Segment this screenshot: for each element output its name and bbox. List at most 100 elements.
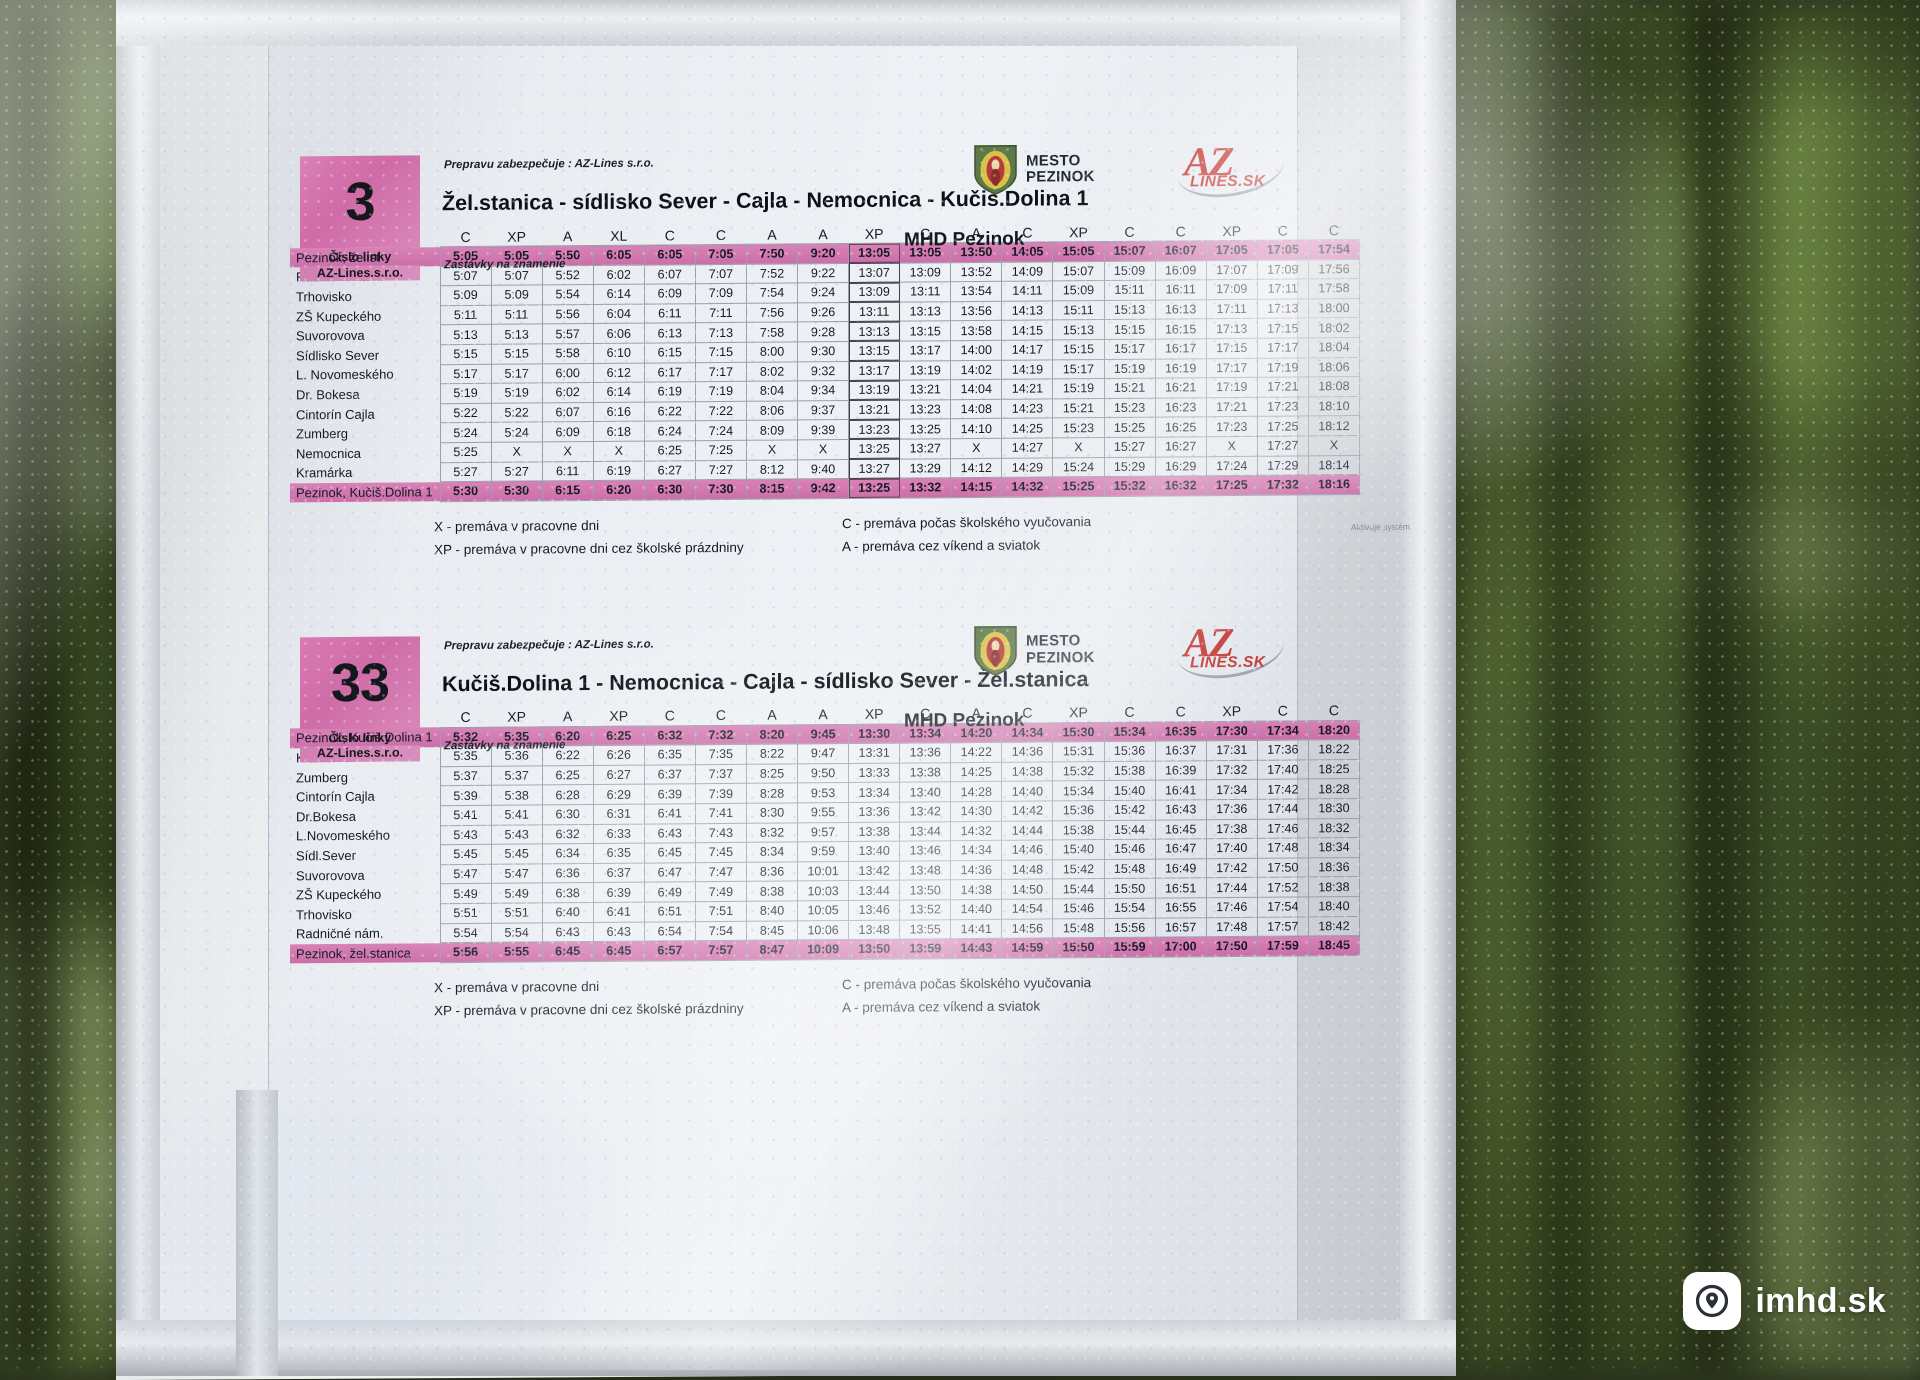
- departure-time: 17:29: [1257, 455, 1309, 476]
- departure-time: 13:25: [848, 478, 900, 499]
- departure-time: 13:31: [848, 743, 900, 764]
- stop-name: Trhovisko: [296, 288, 352, 305]
- departure-time: 14:27: [1001, 437, 1053, 458]
- departure-time: 9:42: [797, 478, 849, 499]
- departure-time: 6:04: [593, 303, 645, 324]
- departure-time: 7:19: [695, 381, 747, 402]
- departure-time: 17:32: [1206, 760, 1258, 781]
- departure-time: 13:56: [950, 301, 1002, 322]
- carrier-note: Prepravu zabezpečuje : AZ-Lines s.r.o.: [444, 157, 654, 172]
- departure-time: 6:39: [593, 882, 645, 903]
- column-mark: C: [1328, 702, 1339, 719]
- departure-time: 8:04: [746, 381, 798, 402]
- departure-time: 6:09: [644, 283, 696, 304]
- departure-time: 9:45: [797, 724, 849, 745]
- departure-time: 13:48: [899, 860, 951, 881]
- departure-time: 14:25: [1001, 418, 1053, 439]
- departure-time: 17:40: [1206, 838, 1258, 859]
- legend: X - premáva v pracovne dni C - premáva po…: [434, 508, 1416, 562]
- column-mark: XP: [1222, 222, 1242, 239]
- departure-time: 6:12: [593, 362, 645, 383]
- crest-line-1: MESTO: [1026, 632, 1081, 651]
- case-frame-right: [1400, 0, 1456, 1376]
- column-mark: A: [767, 706, 777, 723]
- departure-time: 18:40: [1308, 896, 1360, 917]
- departure-time: 13:19: [848, 380, 900, 401]
- column-mark: C: [1124, 223, 1135, 240]
- column-mark: XP: [609, 707, 629, 724]
- departure-time: 5:55: [491, 942, 543, 963]
- departure-time: 15:25: [1052, 476, 1105, 497]
- column-mark: XP: [507, 708, 526, 725]
- departure-time: 14:23: [1001, 398, 1053, 419]
- departure-time: 6:30: [542, 804, 594, 825]
- departure-time: 13:09: [899, 262, 951, 283]
- departure-time: 8:02: [746, 361, 798, 382]
- departure-time: 5:22: [491, 402, 543, 423]
- stop-name: L. Novomeského: [296, 366, 394, 383]
- departure-time: 17:57: [1257, 916, 1309, 937]
- column-mark: C: [1277, 702, 1288, 719]
- stop-name: Pezinok, Kučiš.Dolina 1: [290, 481, 440, 503]
- departure-time: 5:09: [440, 285, 492, 306]
- departure-time: 7:49: [695, 881, 747, 902]
- departure-time: 5:56: [542, 304, 594, 325]
- stop-name: ZŠ Kupeckého: [296, 886, 382, 903]
- departure-time: 13:21: [899, 379, 951, 400]
- departure-time: 5:47: [491, 863, 543, 884]
- departure-time: 18:28: [1308, 778, 1360, 799]
- column-mark: A: [818, 225, 828, 242]
- departure-time: 6:43: [542, 922, 594, 943]
- departure-time: 17:11: [1257, 279, 1309, 300]
- departure-time: 13:23: [899, 399, 951, 420]
- departure-time: 17:48: [1206, 916, 1258, 937]
- departure-time: 15:13: [1104, 299, 1156, 320]
- departure-time: 5:43: [491, 824, 543, 845]
- departure-time: 15:07: [1104, 241, 1156, 262]
- departure-time: 6:09: [542, 421, 594, 442]
- column-mark: A: [563, 227, 573, 244]
- departure-time: 6:05: [644, 244, 696, 265]
- departure-time: 16:29: [1155, 456, 1207, 477]
- departure-time: 6:45: [644, 842, 696, 863]
- departure-time: 14:43: [950, 938, 1002, 959]
- departure-time: 18:02: [1308, 317, 1360, 338]
- departure-time: 15:11: [1052, 300, 1105, 321]
- departure-time: 7:47: [695, 862, 747, 883]
- crest-label: MESTO PEZINOK: [1026, 152, 1095, 186]
- departure-time: 15:23: [1104, 397, 1156, 418]
- departure-time: 18:12: [1308, 415, 1360, 436]
- departure-time: 15:31: [1052, 741, 1105, 762]
- departure-time: 17:56: [1308, 259, 1360, 280]
- legend-x: X - premáva v pracovne dni: [434, 978, 600, 995]
- departure-time: 8:36: [746, 861, 798, 882]
- departure-time: 7:11: [695, 303, 747, 324]
- departure-time: 6:32: [542, 824, 594, 845]
- departure-time: 13:52: [899, 899, 951, 920]
- departure-time: 6:41: [644, 803, 696, 824]
- departure-time: 9:39: [797, 419, 849, 440]
- departure-time: 5:11: [440, 305, 492, 326]
- departure-time: 14:36: [950, 860, 1002, 881]
- departure-time: 5:45: [440, 844, 492, 865]
- departure-time: 10:01: [797, 861, 849, 882]
- departure-time: 7:24: [695, 420, 747, 441]
- departure-time: 6:45: [593, 941, 645, 962]
- departure-time: 17:24: [1206, 455, 1258, 476]
- departure-time: 14:48: [1001, 859, 1053, 880]
- departure-time: 5:57: [542, 323, 594, 344]
- departure-time: 5:41: [491, 804, 543, 825]
- stop-name: Trhovisko: [296, 906, 352, 923]
- departure-time: 8:06: [746, 400, 798, 421]
- watermark-label: imhd.sk: [1755, 1281, 1886, 1320]
- departure-time: 5:15: [440, 344, 492, 365]
- departure-time: 17:07: [1206, 259, 1258, 280]
- departure-time: 15:44: [1052, 878, 1105, 899]
- background-tree-trunk: [1690, 0, 1780, 1370]
- legend-c: C - premáva počas školského vyučovania: [842, 974, 1092, 992]
- departure-time: 14:09: [1001, 261, 1053, 282]
- departure-time: 17:25: [1257, 416, 1309, 437]
- departure-time: 5:30: [491, 481, 543, 502]
- departure-time: 8:40: [746, 900, 798, 921]
- departure-time: 18:00: [1308, 298, 1360, 319]
